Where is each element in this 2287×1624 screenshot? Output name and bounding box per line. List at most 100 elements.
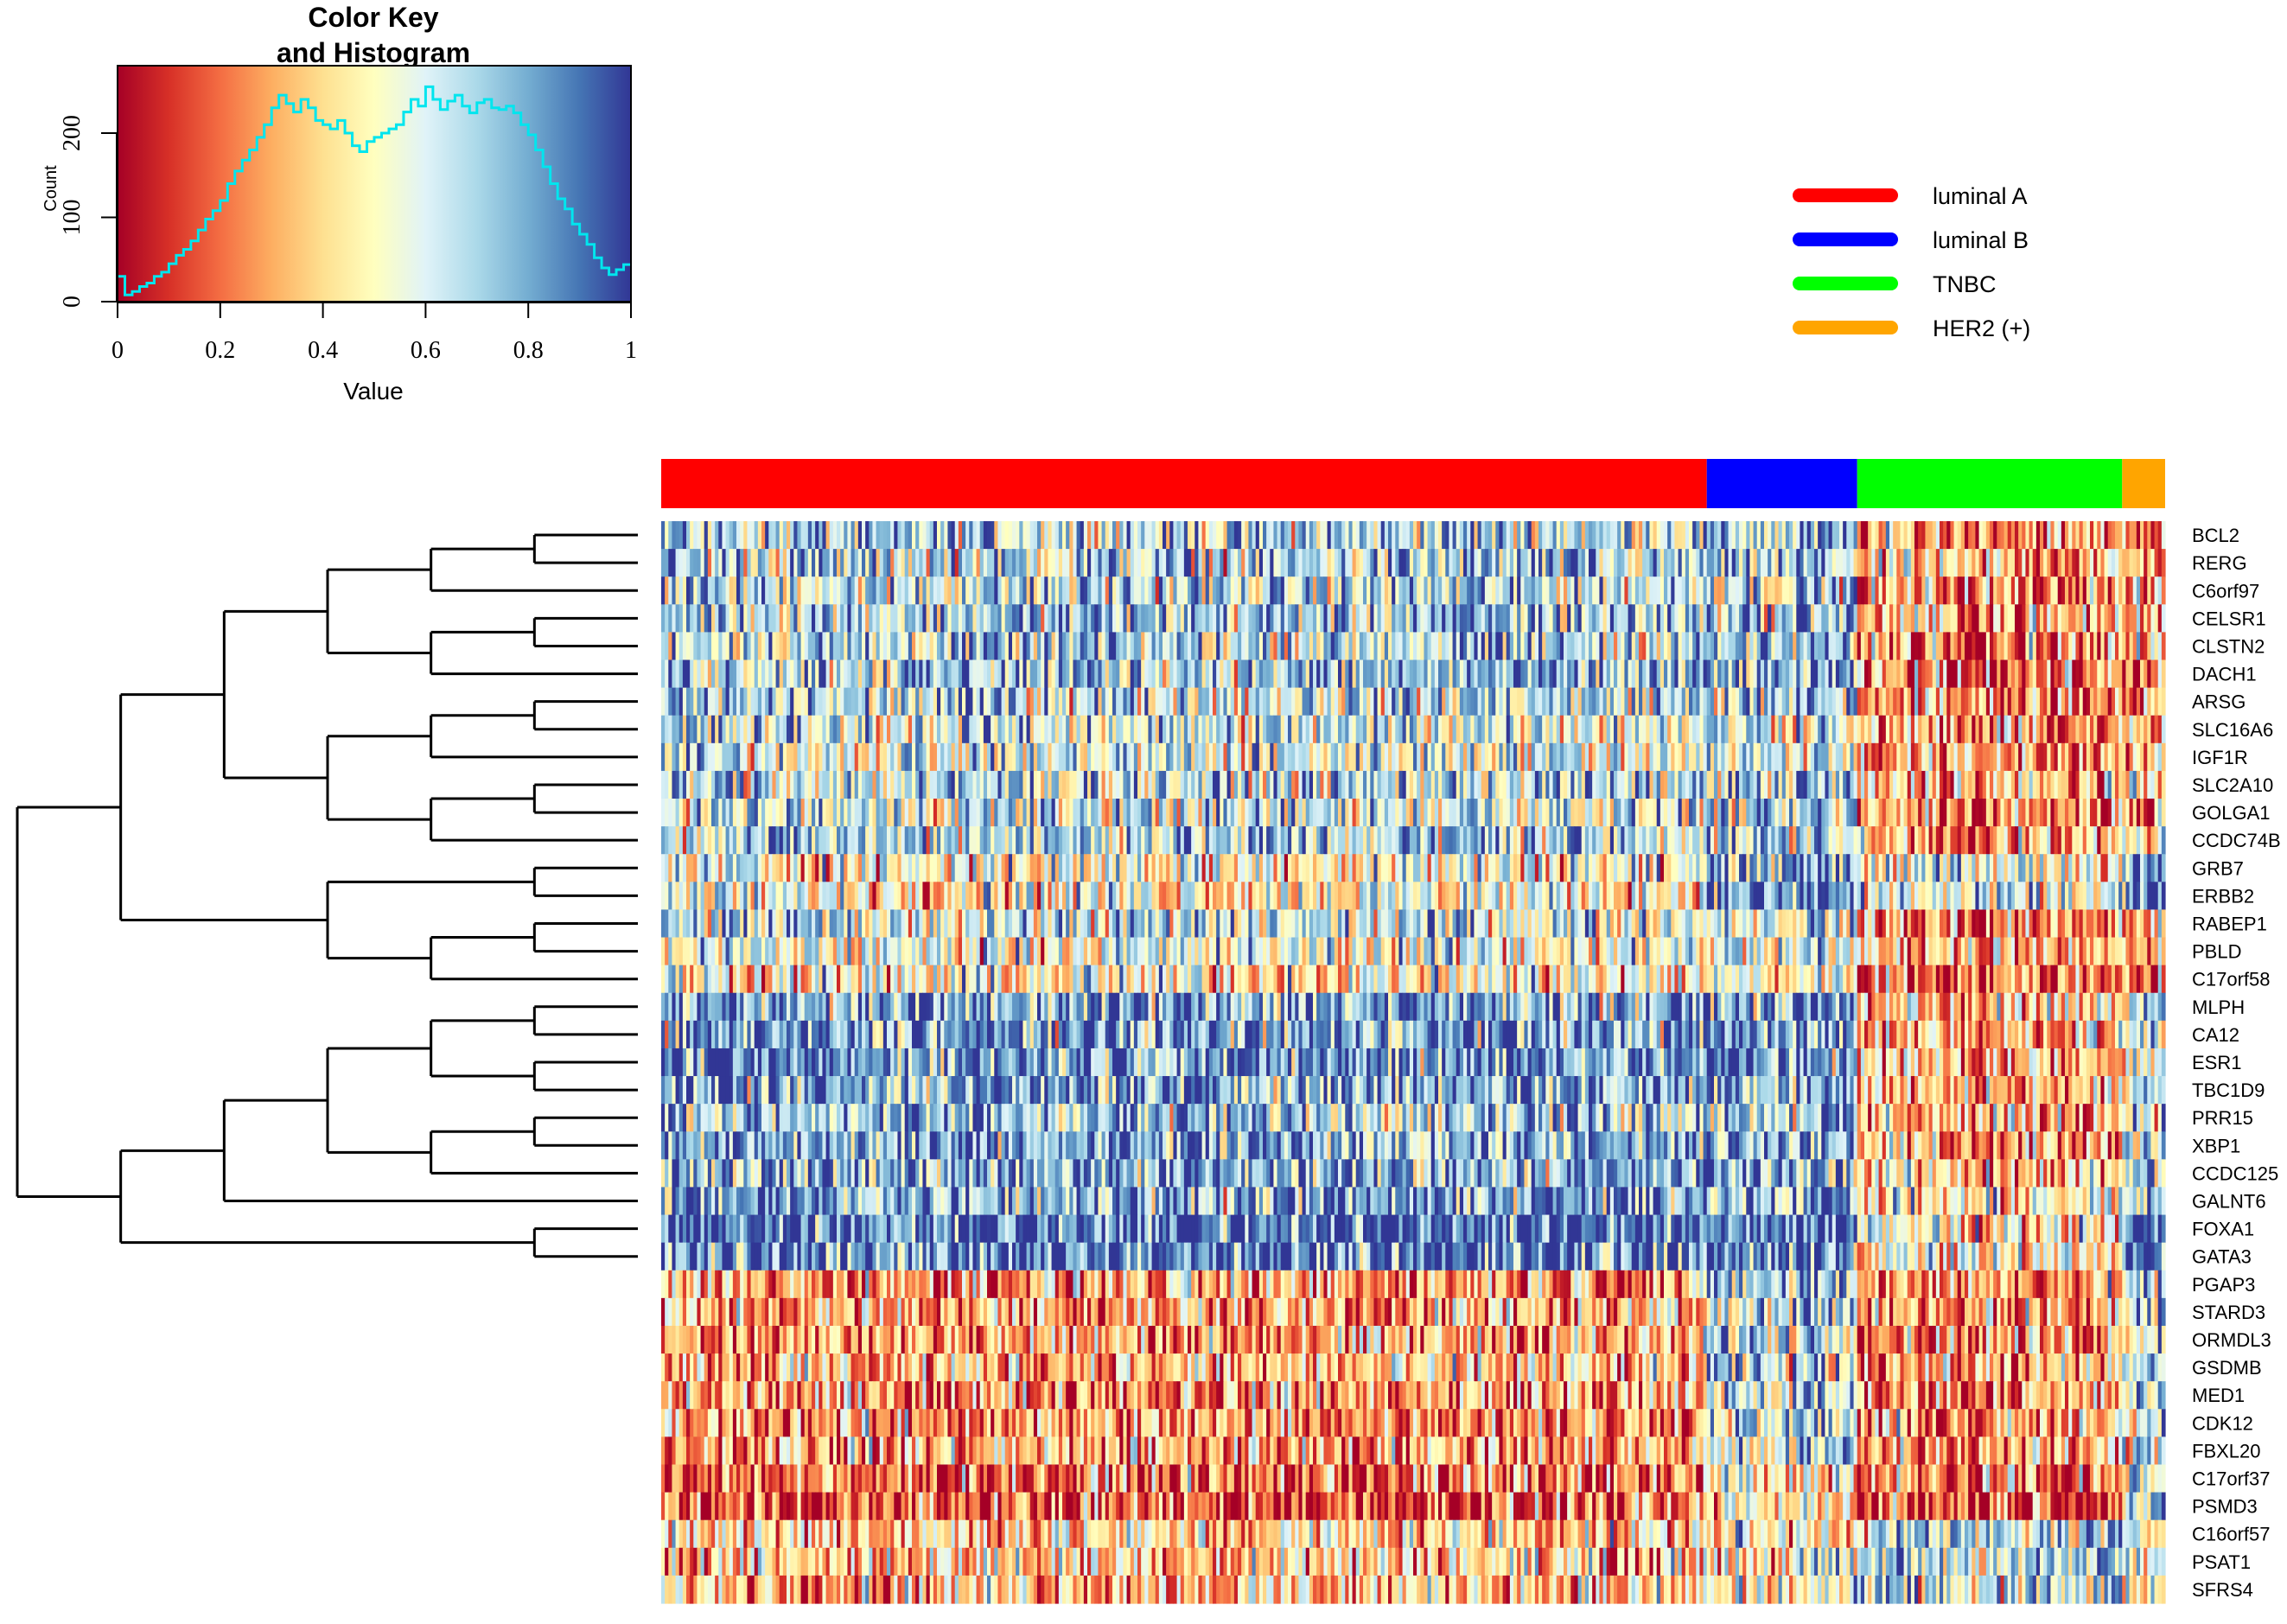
heatmap-cell: [2018, 771, 2023, 799]
heatmap-cell: [1388, 632, 1392, 660]
heatmap-cell: [1341, 771, 1346, 799]
heatmap-cell: [1356, 660, 1360, 689]
heatmap-cell: [940, 743, 945, 772]
heatmap-cell: [847, 826, 851, 855]
heatmap-cell: [1298, 576, 1303, 605]
heatmap-cell: [718, 576, 723, 605]
heatmap-cell: [1284, 743, 1289, 772]
heatmap-cell: [1585, 660, 1589, 689]
heatmap-cell: [812, 826, 816, 855]
heatmap-cell: [1649, 604, 1653, 633]
heatmap-cell: [1857, 688, 1862, 716]
heatmap-cell: [1428, 632, 1432, 660]
heatmap-cell: [1234, 632, 1239, 660]
heatmap-cell: [2054, 576, 2059, 605]
heatmap-cell: [1596, 799, 1600, 827]
heatmap-cell: [1105, 521, 1110, 550]
heatmap-cell: [1864, 716, 1869, 744]
heatmap-cell: [2040, 688, 2044, 716]
heatmap-cell: [1424, 799, 1428, 827]
heatmap-cell: [894, 632, 898, 660]
heatmap-cell: [2000, 799, 2004, 827]
heatmap-cell: [1503, 743, 1507, 772]
heatmap-cell: [1843, 743, 1847, 772]
heatmap-cell: [1782, 604, 1787, 633]
heatmap-cell: [1481, 743, 1486, 772]
heatmap-cell: [830, 549, 834, 577]
heatmap-cell: [740, 632, 744, 660]
heatmap-cell: [1796, 826, 1800, 855]
heatmap-cell: [880, 743, 884, 772]
heatmap-cell: [1288, 826, 1292, 855]
heatmap-cell: [1732, 521, 1736, 550]
heatmap-cell: [1821, 743, 1825, 772]
heatmap-cell: [729, 688, 734, 716]
heatmap-row-SLC2A10: [661, 771, 2166, 799]
heatmap-cell: [1818, 521, 1822, 550]
heatmap-cell: [783, 576, 787, 605]
heatmap-cell: [2137, 716, 2141, 744]
heatmap-cell: [1793, 688, 1797, 716]
heatmap-cell: [2072, 632, 2076, 660]
heatmap-cell: [686, 632, 691, 660]
heatmap-cell: [1685, 743, 1690, 772]
heatmap-cell: [1109, 576, 1113, 605]
heatmap-cell: [1940, 799, 1944, 827]
heatmap-cell: [1589, 549, 1593, 577]
heatmap-cell: [1109, 660, 1113, 689]
heatmap-cell: [1721, 826, 1725, 855]
heatmap-cell: [1345, 826, 1349, 855]
heatmap-cell: [1177, 826, 1182, 855]
heatmap-cell: [1273, 716, 1277, 744]
heatmap-cell: [2158, 549, 2163, 577]
heatmap-cell: [1921, 604, 1926, 633]
heatmap-cell: [1223, 771, 1227, 799]
heatmap-cell: [1424, 632, 1428, 660]
heatmap-cell: [2022, 604, 2026, 633]
heatmap-cell: [919, 549, 923, 577]
heatmap-cell: [1102, 771, 1106, 799]
heatmap-cell: [1889, 743, 1894, 772]
heatmap-cell: [1879, 660, 1883, 689]
heatmap-cell: [2043, 632, 2048, 660]
heatmap-cell: [1288, 799, 1292, 827]
heatmap-cell: [1373, 521, 1378, 550]
heatmap-cell: [1424, 716, 1428, 744]
heatmap-cell: [1811, 576, 1815, 605]
heatmap-cell: [772, 604, 776, 633]
heatmap-cell: [1428, 576, 1432, 605]
heatmap-cell: [780, 716, 784, 744]
heatmap-cell: [1692, 632, 1697, 660]
heatmap-cell: [1263, 521, 1267, 550]
heatmap-cell: [1002, 771, 1006, 799]
heatmap-cell: [2068, 743, 2073, 772]
heatmap-cell: [1507, 576, 1511, 605]
heatmap-cell: [751, 743, 755, 772]
heatmap-cell: [1442, 576, 1446, 605]
heatmap-cell: [1729, 688, 1733, 716]
heatmap-cell: [765, 771, 769, 799]
heatmap-cell: [2061, 660, 2066, 689]
heatmap-cell: [1428, 660, 1432, 689]
heatmap-cell: [661, 799, 666, 827]
heatmap-cell: [1395, 549, 1399, 577]
heatmap-cell: [2125, 688, 2130, 716]
heatmap-cell: [1603, 549, 1608, 577]
heatmap-cell: [1545, 688, 1550, 716]
heatmap-cell: [1191, 549, 1195, 577]
heatmap-cell: [2075, 604, 2080, 633]
heatmap-cell: [1692, 743, 1697, 772]
heatmap-cell: [1904, 576, 1908, 605]
heatmap-cell: [1674, 826, 1679, 855]
heatmap-cell: [1209, 660, 1214, 689]
heatmap-cell: [2100, 716, 2105, 744]
heatmap-cell: [1403, 743, 1407, 772]
heatmap-cell: [865, 771, 870, 799]
heatmap-cell: [1256, 826, 1260, 855]
heatmap-cell: [1911, 771, 1915, 799]
heatmap-cell: [887, 632, 891, 660]
heatmap-cell: [1420, 771, 1424, 799]
heatmap-cell: [1936, 688, 1940, 716]
heatmap-cell: [2083, 549, 2087, 577]
heatmap-cell: [1281, 521, 1285, 550]
